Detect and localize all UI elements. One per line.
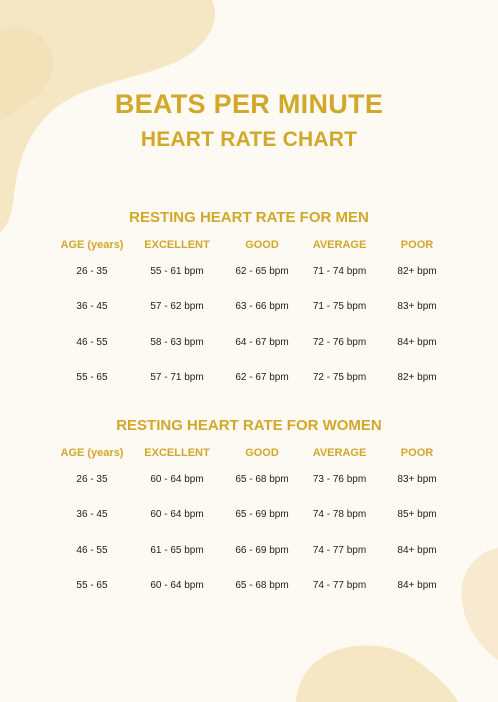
average-cell: 74 - 78 bpm <box>312 509 367 521</box>
average-cell: 71 - 74 bpm <box>312 265 367 277</box>
excellent-cell: 60 - 64 bpm <box>150 580 204 592</box>
women-table: AGE (years) EXCELLENT GOOD AVERAGE POOR … <box>52 444 457 604</box>
good-cell: 65 - 68 bpm <box>235 473 289 485</box>
excellent-cell: 57 - 62 bpm <box>150 301 204 313</box>
good-cell: 65 - 68 bpm <box>235 580 289 592</box>
age-cell: 55 - 65 <box>76 580 108 592</box>
table-row: 46 - 55 58 - 63 bpm 64 - 67 bpm 72 - 76 … <box>52 325 457 361</box>
age-cell: 26 - 35 <box>76 265 108 277</box>
column-header-excellent: EXCELLENT <box>144 239 210 251</box>
column-header-poor: POOR <box>400 447 434 459</box>
table-row: 36 - 45 57 - 62 bpm 63 - 66 bpm 71 - 75 … <box>52 290 457 326</box>
good-cell: 64 - 67 bpm <box>235 336 289 348</box>
column-header-age: AGE (years) <box>60 447 124 459</box>
age-cell: 55 - 65 <box>76 372 108 384</box>
good-cell: 65 - 69 bpm <box>235 509 289 521</box>
average-cell: 72 - 76 bpm <box>312 336 367 348</box>
women-table-header: AGE (years) EXCELLENT GOOD AVERAGE POOR <box>52 444 457 462</box>
top-left-blob-shade <box>0 27 54 122</box>
age-cell: 26 - 35 <box>76 473 108 485</box>
average-cell: 73 - 76 bpm <box>312 473 367 485</box>
good-cell: 62 - 67 bpm <box>235 372 289 384</box>
men-table-header: AGE (years) EXCELLENT GOOD AVERAGE POOR <box>52 236 457 254</box>
poor-cell: 82+ bpm <box>397 265 437 277</box>
women-section-title: RESTING HEART RATE FOR WOMEN <box>116 417 382 434</box>
excellent-cell: 58 - 63 bpm <box>150 336 204 348</box>
poor-cell: 83+ bpm <box>397 301 437 313</box>
poor-cell: 84+ bpm <box>397 580 437 592</box>
table-row: 55 - 65 60 - 64 bpm 65 - 68 bpm 74 - 77 … <box>52 569 457 605</box>
age-cell: 36 - 45 <box>76 509 108 521</box>
poor-cell: 84+ bpm <box>397 336 437 348</box>
column-header-average: AVERAGE <box>312 447 367 459</box>
average-cell: 71 - 75 bpm <box>312 301 367 313</box>
column-header-good: GOOD <box>245 239 279 251</box>
table-row: 46 - 55 61 - 65 bpm 66 - 69 bpm 74 - 77 … <box>52 533 457 569</box>
table-row: 26 - 35 60 - 64 bpm 65 - 68 bpm 73 - 76 … <box>52 462 457 498</box>
age-cell: 46 - 55 <box>76 544 108 556</box>
bottom-right-blob-back <box>461 548 498 660</box>
excellent-cell: 57 - 71 bpm <box>150 372 204 384</box>
page-title: BEATS PER MINUTE <box>114 89 384 119</box>
top-left-blob <box>0 0 215 232</box>
age-cell: 36 - 45 <box>76 301 108 313</box>
excellent-cell: 60 - 64 bpm <box>150 473 204 485</box>
men-section-title: RESTING HEART RATE FOR MEN <box>129 209 369 226</box>
page-subtitle: HEART RATE CHART <box>140 128 358 151</box>
poor-cell: 82+ bpm <box>397 372 437 384</box>
column-header-good: GOOD <box>245 447 279 459</box>
column-header-poor: POOR <box>400 239 434 251</box>
men-section: RESTING HEART RATE FOR MEN AGE (years) E… <box>0 208 498 383</box>
average-cell: 72 - 75 bpm <box>312 372 367 384</box>
good-cell: 62 - 65 bpm <box>235 265 289 277</box>
column-header-average: AVERAGE <box>312 239 367 251</box>
poor-cell: 83+ bpm <box>397 473 437 485</box>
excellent-cell: 55 - 61 bpm <box>150 265 204 277</box>
age-cell: 46 - 55 <box>76 336 108 348</box>
table-row: 36 - 45 60 - 64 bpm 65 - 69 bpm 74 - 78 … <box>52 498 457 534</box>
table-row: 26 - 35 55 - 61 bpm 62 - 65 bpm 71 - 74 … <box>52 254 457 290</box>
table-row: 55 - 65 57 - 71 bpm 62 - 67 bpm 72 - 75 … <box>52 361 457 397</box>
column-header-excellent: EXCELLENT <box>144 447 210 459</box>
poor-cell: 84+ bpm <box>397 544 437 556</box>
women-section: RESTING HEART RATE FOR WOMEN AGE (years)… <box>0 416 498 591</box>
bottom-right-blob <box>296 645 458 702</box>
excellent-cell: 60 - 64 bpm <box>150 509 204 521</box>
men-table: AGE (years) EXCELLENT GOOD AVERAGE POOR … <box>52 236 457 396</box>
average-cell: 74 - 77 bpm <box>312 580 367 592</box>
good-cell: 63 - 66 bpm <box>235 301 289 313</box>
good-cell: 66 - 69 bpm <box>235 544 289 556</box>
average-cell: 74 - 77 bpm <box>312 544 367 556</box>
column-header-age: AGE (years) <box>60 239 124 251</box>
excellent-cell: 61 - 65 bpm <box>150 544 204 556</box>
poor-cell: 85+ bpm <box>397 509 437 521</box>
